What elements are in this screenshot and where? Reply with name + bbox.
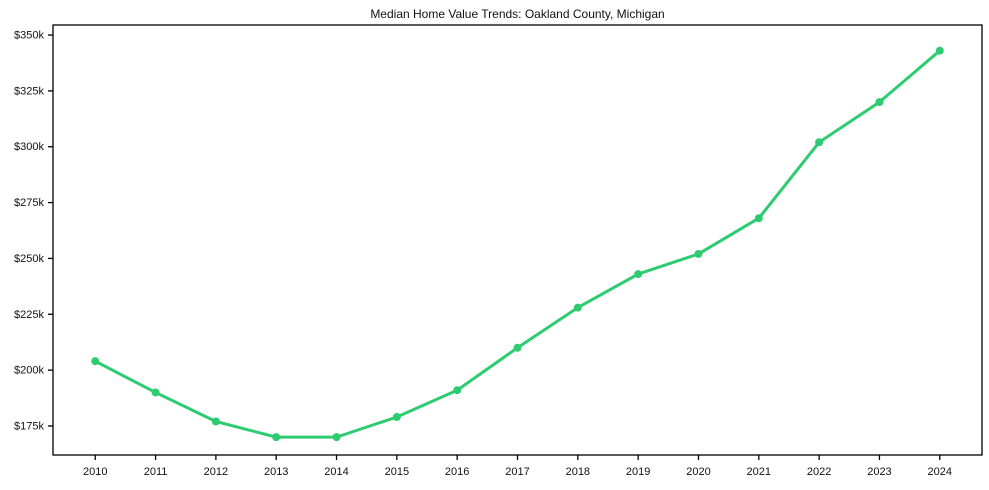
x-axis-tick-label: 2020	[686, 466, 710, 478]
x-axis-tick-label: 2010	[83, 466, 107, 478]
data-point-2010	[91, 357, 100, 366]
data-point-2020	[694, 249, 703, 258]
x-axis-tick-label: 2015	[385, 466, 409, 478]
data-point-2023	[875, 98, 884, 107]
chart-title: Median Home Value Trends: Oakland County…	[370, 7, 665, 21]
y-axis-tick-label: $325k	[14, 85, 44, 97]
x-axis-tick-label: 2021	[747, 466, 771, 478]
data-point-2017	[513, 343, 522, 352]
y-axis-tick-label: $300k	[14, 141, 44, 153]
x-axis-tick-label: 2024	[928, 466, 952, 478]
data-point-2021	[754, 214, 763, 223]
data-point-2011	[151, 388, 160, 397]
x-axis-tick-label: 2016	[445, 466, 469, 478]
y-axis-tick-label: $350k	[14, 30, 44, 42]
x-axis-tick-label: 2017	[505, 466, 529, 478]
x-axis-tick-label: 2013	[264, 466, 288, 478]
data-point-2015	[392, 413, 401, 422]
data-point-2013	[272, 433, 281, 442]
y-axis-tick-label: $250k	[14, 253, 44, 265]
x-axis-tick-label: 2014	[324, 466, 348, 478]
x-axis-tick-label: 2011	[144, 466, 168, 478]
x-axis-tick-label: 2012	[204, 466, 228, 478]
x-axis-tick-label: 2023	[867, 466, 891, 478]
data-point-2012	[211, 417, 220, 426]
x-axis-tick-label: 2018	[566, 466, 590, 478]
data-point-2024	[935, 46, 944, 55]
trend-line	[93, 49, 942, 439]
y-axis-tick-label: $275k	[14, 197, 44, 209]
data-point-2019	[634, 270, 643, 279]
data-point-2022	[815, 138, 824, 147]
data-point-2014	[332, 433, 341, 442]
x-axis-tick-label: 2019	[626, 466, 650, 478]
data-point-2016	[453, 386, 462, 395]
x-axis-tick-label: 2022	[807, 466, 831, 478]
y-axis-tick-label: $175k	[14, 420, 44, 432]
plot-frame	[52, 24, 983, 456]
y-axis-tick-label: $225k	[14, 309, 44, 321]
data-point-2018	[573, 303, 582, 312]
y-axis-tick-label: $200k	[14, 365, 44, 377]
